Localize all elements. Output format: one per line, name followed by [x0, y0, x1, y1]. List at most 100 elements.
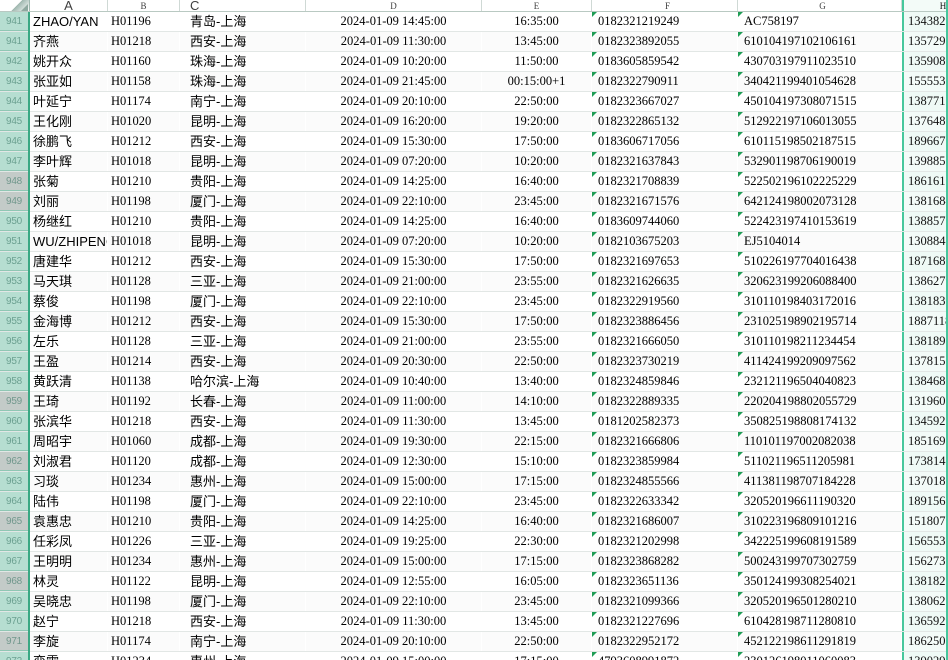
cell-departure-time[interactable]: 2024-01-09 15:30:00 — [306, 132, 482, 151]
cell-phone-number[interactable]: 13572958 — [902, 32, 948, 51]
column-header-g[interactable]: G — [738, 0, 902, 11]
cell-flight-no[interactable]: H01198 — [108, 192, 180, 211]
cell-arrival-time[interactable]: 13:45:00 — [482, 412, 592, 431]
cell-flight-no[interactable]: H01018 — [108, 232, 180, 251]
cell-flight-no[interactable]: H01212 — [108, 132, 180, 151]
cell-route[interactable]: 惠州-上海 — [180, 652, 306, 660]
column-header-h[interactable]: H — [902, 0, 948, 11]
table-row[interactable]: 963 习琰 H01234 惠州-上海 2024-01-09 15:00:00 17:15… — [0, 472, 948, 492]
cell-departure-time[interactable]: 2024-01-09 22:10:00 — [306, 292, 482, 311]
cell-departure-time[interactable]: 2024-01-09 15:30:00 — [306, 252, 482, 271]
cell-passenger-name[interactable]: 张菊 — [30, 172, 108, 191]
cell-passenger-name[interactable]: 李旋 — [30, 632, 108, 651]
column-header-a[interactable]: A — [30, 0, 108, 11]
cell-passenger-name[interactable]: 任彩凤 — [30, 532, 108, 551]
cell-arrival-time[interactable]: 16:05:00 — [482, 572, 592, 591]
cell-route[interactable]: 青岛-上海 — [180, 12, 306, 31]
cell-arrival-time[interactable]: 16:40:00 — [482, 172, 592, 191]
cell-arrival-time[interactable]: 23:45:00 — [482, 192, 592, 211]
cell-id-number[interactable]: 411424199209097562 — [738, 352, 902, 371]
cell-passenger-name[interactable]: 王明明 — [30, 552, 108, 571]
cell-flight-no[interactable]: H01128 — [108, 332, 180, 351]
cell-route[interactable]: 三亚-上海 — [180, 532, 306, 551]
cell-phone-number[interactable]: 13806230 — [902, 592, 948, 611]
cell-phone-number[interactable]: 15555361 — [902, 72, 948, 91]
cell-flight-no[interactable]: H01226 — [108, 532, 180, 551]
cell-departure-time[interactable]: 2024-01-09 22:10:00 — [306, 592, 482, 611]
cell-route[interactable]: 西安-上海 — [180, 32, 306, 51]
cell-flight-no[interactable]: H01198 — [108, 492, 180, 511]
table-row[interactable]: 942 姚开众 H01160 珠海-上海 2024-01-09 10:20:00 11:5… — [0, 52, 948, 72]
row-header[interactable]: 946 — [0, 132, 30, 151]
cell-flight-no[interactable]: H01218 — [108, 32, 180, 51]
cell-order-number[interactable]: 0182324859846 — [592, 372, 738, 391]
row-header[interactable]: 942 — [0, 52, 30, 71]
table-row[interactable]: 957 王盈 H01214 西安-上海 2024-01-09 20:30:00 22:50… — [0, 352, 948, 372]
cell-flight-no[interactable]: H01174 — [108, 92, 180, 111]
cell-phone-number[interactable]: 13818390 — [902, 292, 948, 311]
cell-order-number[interactable]: 4793608991872 — [592, 652, 738, 660]
table-row[interactable]: 951 WU/ZHIPENG H01018 昆明-上海 2024-01-09 07:20… — [0, 232, 948, 252]
cell-arrival-time[interactable]: 11:50:00 — [482, 52, 592, 71]
cell-id-number[interactable]: 411381198707184228 — [738, 472, 902, 491]
cell-phone-number[interactable]: 13088454 — [902, 232, 948, 251]
cell-arrival-time[interactable]: 22:50:00 — [482, 92, 592, 111]
cell-order-number[interactable]: 0182322633342 — [592, 492, 738, 511]
cell-phone-number[interactable]: 15180777 — [902, 512, 948, 531]
cell-phone-number[interactable]: 13877124 — [902, 92, 948, 111]
cell-order-number[interactable]: 0182321219249 — [592, 12, 738, 31]
cell-passenger-name[interactable]: 袁惠忠 — [30, 512, 108, 531]
cell-route[interactable]: 西安-上海 — [180, 412, 306, 431]
cell-flight-no[interactable]: H01174 — [108, 632, 180, 651]
cell-id-number[interactable]: 610428198711280810 — [738, 612, 902, 631]
cell-phone-number[interactable]: 13902940 — [902, 652, 948, 660]
cell-order-number[interactable]: 0182321666050 — [592, 332, 738, 351]
row-header[interactable]: 968 — [0, 572, 30, 591]
cell-route[interactable]: 西安-上海 — [180, 252, 306, 271]
cell-phone-number[interactable]: 13764826 — [902, 112, 948, 131]
cell-passenger-name[interactable]: 习琰 — [30, 472, 108, 491]
cell-route[interactable]: 南宁-上海 — [180, 632, 306, 651]
cell-passenger-name[interactable]: 周昭宇 — [30, 432, 108, 451]
cell-passenger-name[interactable]: 吴晓忠 — [30, 592, 108, 611]
cell-arrival-time[interactable]: 17:50:00 — [482, 312, 592, 331]
table-row[interactable]: 967 王明明 H01234 惠州-上海 2024-01-09 15:00:00 17:1… — [0, 552, 948, 572]
cell-phone-number[interactable]: 13862797 — [902, 272, 948, 291]
row-header[interactable]: 949 — [0, 192, 30, 211]
cell-phone-number[interactable]: 13885734 — [902, 212, 948, 231]
cell-order-number[interactable]: 0182322865132 — [592, 112, 738, 131]
cell-passenger-name[interactable]: 叶延宁 — [30, 92, 108, 111]
cell-order-number[interactable]: 0182323651136 — [592, 572, 738, 591]
cell-flight-no[interactable]: H01212 — [108, 312, 180, 331]
cell-route[interactable]: 厦门-上海 — [180, 592, 306, 611]
cell-arrival-time[interactable]: 10:20:00 — [482, 232, 592, 251]
cell-arrival-time[interactable]: 23:45:00 — [482, 292, 592, 311]
cell-departure-time[interactable]: 2024-01-09 21:00:00 — [306, 332, 482, 351]
row-header[interactable]: 958 — [0, 372, 30, 391]
row-header[interactable]: 963 — [0, 472, 30, 491]
cell-departure-time[interactable]: 2024-01-09 15:00:00 — [306, 552, 482, 571]
cell-departure-time[interactable]: 2024-01-09 14:25:00 — [306, 172, 482, 191]
cell-passenger-name[interactable]: 李叶辉 — [30, 152, 108, 171]
cell-order-number[interactable]: 0182103675203 — [592, 232, 738, 251]
table-row[interactable]: 962 刘淑君 H01120 成都-上海 2024-01-09 12:30:00 15:1… — [0, 452, 948, 472]
cell-id-number[interactable]: AC758197 — [738, 12, 902, 31]
cell-order-number[interactable]: 0182323730219 — [592, 352, 738, 371]
cell-id-number[interactable]: 320520196501280210 — [738, 592, 902, 611]
select-all-corner[interactable] — [0, 0, 30, 11]
cell-flight-no[interactable]: H01210 — [108, 512, 180, 531]
cell-arrival-time[interactable]: 22:50:00 — [482, 632, 592, 651]
cell-order-number[interactable]: 0182322952172 — [592, 632, 738, 651]
cell-arrival-time[interactable]: 22:15:00 — [482, 432, 592, 451]
cell-route[interactable]: 西安-上海 — [180, 132, 306, 151]
table-row[interactable]: 970 赵宁 H01218 西安-上海 2024-01-09 11:30:00 13:45… — [0, 612, 948, 632]
cell-departure-time[interactable]: 2024-01-09 19:30:00 — [306, 432, 482, 451]
cell-id-number[interactable]: 642124198002073128 — [738, 192, 902, 211]
cell-id-number[interactable]: 522502196102225229 — [738, 172, 902, 191]
table-row[interactable]: 968 林灵 H01122 昆明-上海 2024-01-09 12:55:00 16:05… — [0, 572, 948, 592]
cell-passenger-name[interactable]: 姚开众 — [30, 52, 108, 71]
cell-flight-no[interactable]: H01192 — [108, 392, 180, 411]
cell-flight-no[interactable]: H01218 — [108, 612, 180, 631]
cell-departure-time[interactable]: 2024-01-09 14:45:00 — [306, 12, 482, 31]
